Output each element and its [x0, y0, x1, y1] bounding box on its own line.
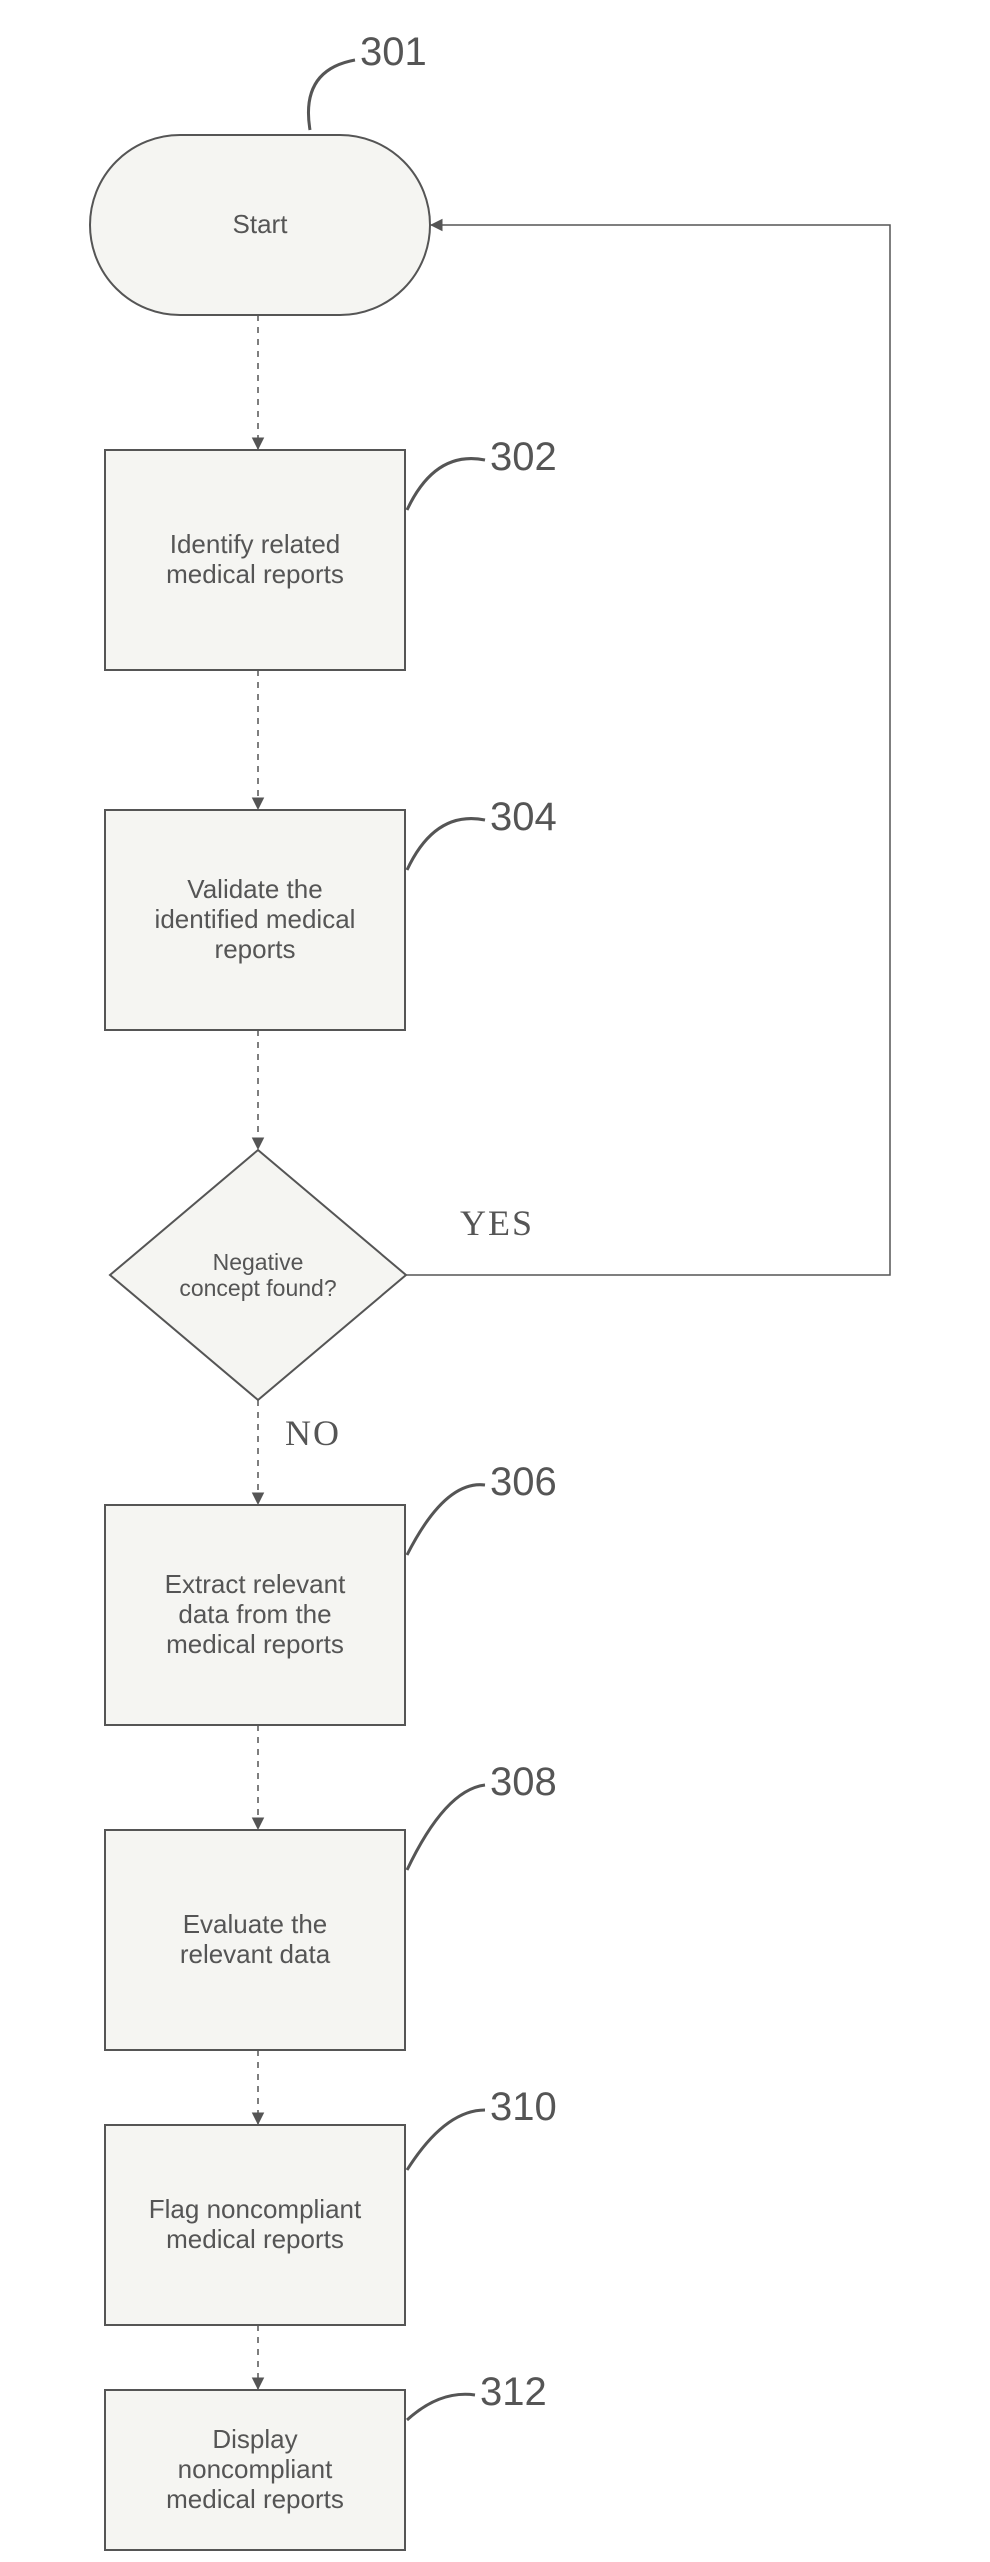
node-decision: Negativeconcept found? YES NO: [110, 1150, 534, 1453]
node-n304-label-1: identified medical: [155, 904, 356, 934]
node-n304-label-0: Validate the: [187, 874, 322, 904]
edge-decision-start: [406, 225, 890, 1275]
node-n306: Extract relevantdata from themedical rep…: [105, 1460, 557, 1725]
node-n308-label-1: relevant data: [180, 1939, 331, 1969]
node-n312-label-1: noncompliant: [178, 2454, 333, 2484]
node-n304: Validate theidentified medicalreports 304: [105, 795, 557, 1030]
node-n306-label-0: Extract relevant: [165, 1569, 346, 1599]
decision-yes-label: YES: [460, 1203, 534, 1243]
node-n312-label-0: Display: [212, 2424, 297, 2454]
ref-start: 301: [360, 30, 427, 74]
node-n302-label-0: Identify related: [170, 529, 341, 559]
node-decision-label-0: Negative: [213, 1249, 304, 1275]
decision-no-label: NO: [285, 1413, 341, 1453]
node-n310-label-1: medical reports: [166, 2224, 344, 2254]
ref-n310: 310: [490, 2085, 557, 2129]
leader-n312: [407, 2394, 475, 2420]
node-n312-label-2: medical reports: [166, 2484, 344, 2514]
leader-n304: [407, 819, 485, 870]
ref-n306: 306: [490, 1460, 557, 1504]
node-n302: Identify relatedmedical reports 302: [105, 435, 557, 670]
node-n310-label-0: Flag noncompliant: [149, 2194, 362, 2224]
node-n308-label-0: Evaluate the: [183, 1909, 328, 1939]
node-n304-label-2: reports: [215, 934, 296, 964]
node-decision-label-1: concept found?: [179, 1275, 336, 1301]
node-start-label-0: Start: [233, 209, 289, 239]
ref-n308: 308: [490, 1760, 557, 1804]
leader-n308: [407, 1785, 485, 1870]
leader-n310: [407, 2110, 485, 2170]
leader-start: [308, 60, 355, 130]
node-n306-label-2: medical reports: [166, 1629, 344, 1659]
node-n310: Flag noncompliantmedical reports 310: [105, 2085, 557, 2325]
ref-n304: 304: [490, 795, 557, 839]
node-n302-label-1: medical reports: [166, 559, 344, 589]
leader-n302: [407, 459, 485, 510]
node-n312: Displaynoncompliantmedical reports 312: [105, 2370, 547, 2550]
node-n308: Evaluate therelevant data 308: [105, 1760, 557, 2050]
ref-n302: 302: [490, 435, 557, 479]
node-start: Start 301: [90, 30, 430, 315]
node-n306-label-1: data from the: [178, 1599, 331, 1629]
ref-n312: 312: [480, 2370, 547, 2414]
leader-n306: [407, 1485, 485, 1555]
